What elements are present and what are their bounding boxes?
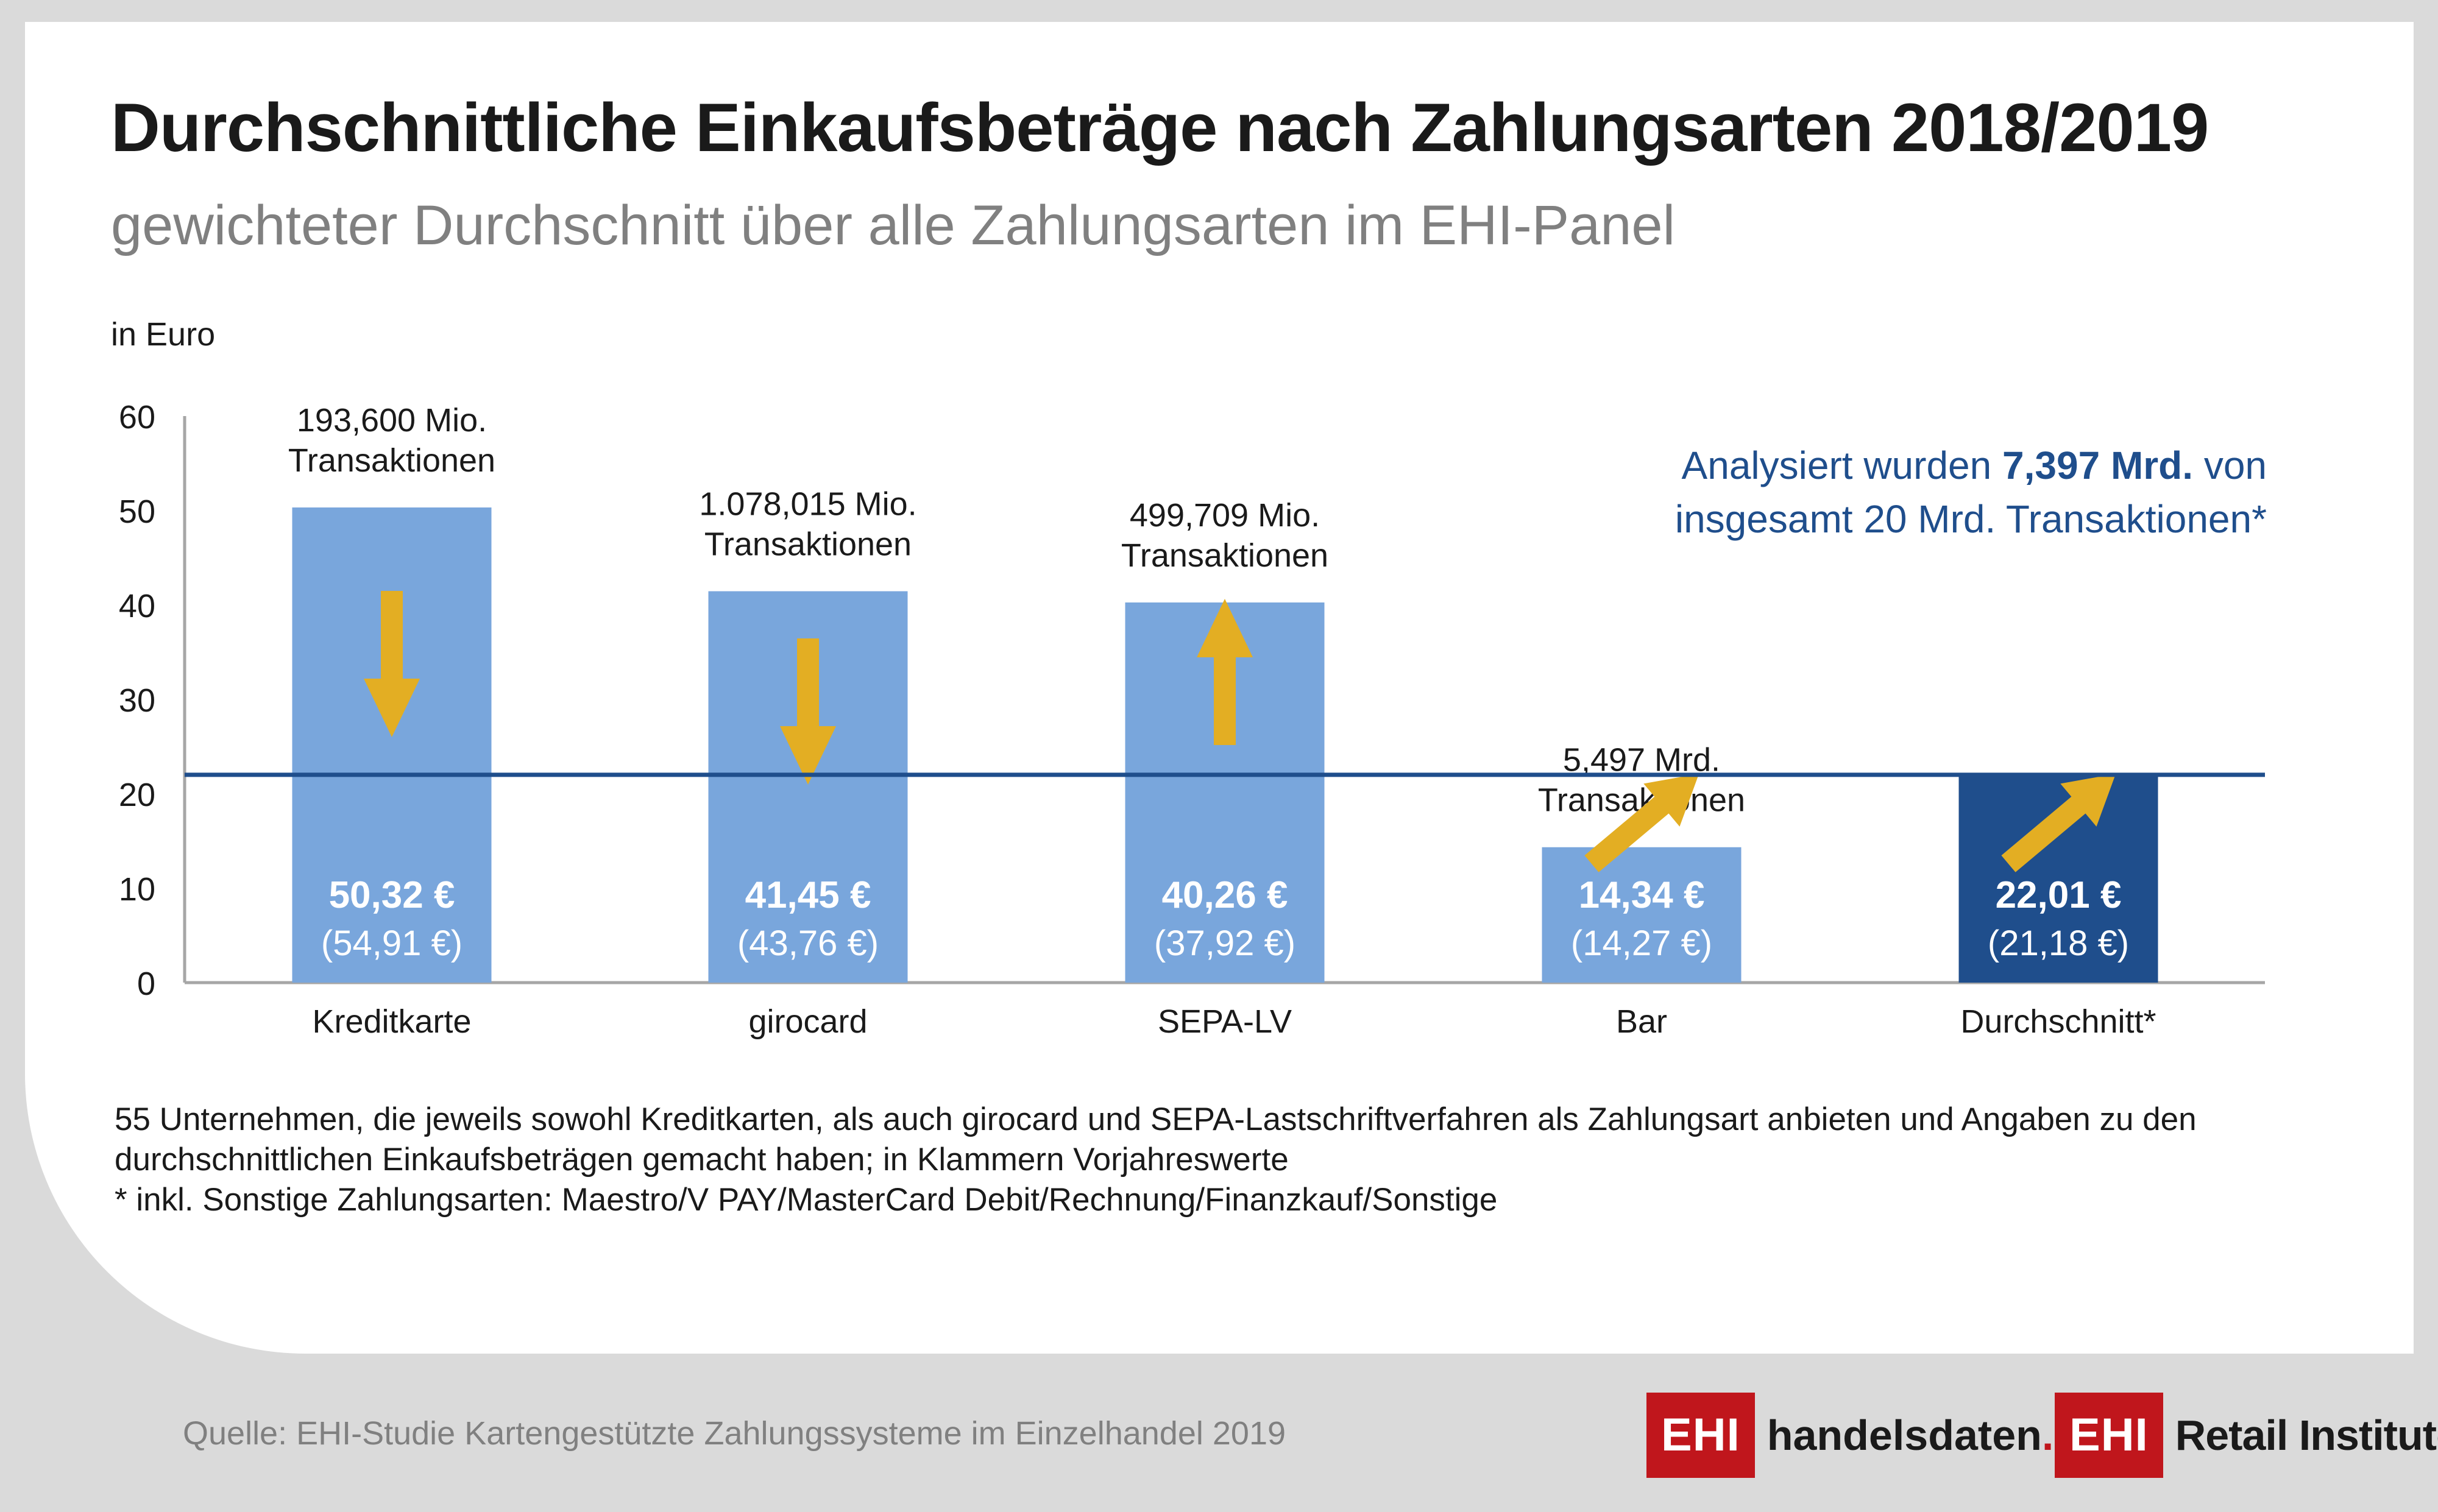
bar-previous-year-label: (37,92 €) <box>1154 924 1295 963</box>
transaction-count-label: 499,709 Mio. <box>1130 497 1320 534</box>
x-category-label: Kreditkarte <box>312 1003 471 1040</box>
ehi-logo-box: EHI <box>1646 1393 1755 1478</box>
x-category-label: girocard <box>748 1003 867 1040</box>
footnote-line: durchschnittlichen Einkaufsbeträgen gema… <box>115 1142 1289 1178</box>
logo-text-part: handelsdaten <box>1766 1411 2042 1459</box>
arrow-shape <box>1197 599 1253 745</box>
bar-value-label: 50,32 € <box>329 874 455 916</box>
footnote-line: * inkl. Sonstige Zahlungsarten: Maestro/… <box>115 1182 1498 1218</box>
logo-text-dot: . <box>2041 1411 2054 1459</box>
bar-value-label: 22,01 € <box>1996 874 2122 916</box>
bar <box>292 507 492 983</box>
ehi-logo-box: EHI <box>2055 1393 2163 1478</box>
ehi-retail-institute-logo: EHI Retail Institute® <box>2055 1393 2438 1478</box>
arrow-shape <box>364 591 420 737</box>
y-axis-unit-label: in Euro <box>111 316 216 353</box>
arrow-shape <box>2001 774 2116 872</box>
handelsdaten-logo-text: handelsdaten.de <box>1767 1411 2103 1460</box>
arrow-up-right-icon <box>1584 774 1699 872</box>
source-note: Quelle: EHI-Studie Kartengestützte Zahlu… <box>183 1415 1286 1452</box>
transaction-count-label: 193,600 Mio. <box>297 402 487 439</box>
arrow-down-icon <box>364 591 420 737</box>
logo-text-part: Retail Institute <box>2175 1411 2438 1459</box>
analysis-note-highlight: 7,397 Mrd. <box>2002 443 2194 487</box>
chart-title: Durchschnittliche Einkaufsbeträge nach Z… <box>111 90 2209 166</box>
y-tick-label: 30 <box>119 682 155 719</box>
ehi-handelsdaten-logo: EHI handelsdaten.de <box>1646 1393 2103 1478</box>
arrow-shape <box>780 638 836 785</box>
y-tick-label: 10 <box>119 871 155 908</box>
footnotes: 55 Unternehmen, die jeweils sowohl Kredi… <box>115 1100 2369 1220</box>
arrow-shape <box>1584 774 1699 872</box>
bar-previous-year-label: (54,91 €) <box>321 924 462 963</box>
retail-institute-logo-text: Retail Institute® <box>2175 1411 2438 1460</box>
bar-previous-year-label: (43,76 €) <box>737 924 879 963</box>
arrow-down-icon <box>780 638 836 785</box>
transaction-count-label: 5,497 Mrd. <box>1563 742 1720 779</box>
arrow-up-right-icon <box>2001 774 2116 872</box>
bar-previous-year-label: (14,27 €) <box>1571 924 1712 963</box>
chart-subtitle: gewichteter Durchschnitt über alle Zahlu… <box>111 194 1676 256</box>
x-category-label: SEPA-LV <box>1158 1003 1292 1040</box>
bar-previous-year-label: (21,18 €) <box>1988 924 2129 963</box>
footnote-line: 55 Unternehmen, die jeweils sowohl Kredi… <box>115 1101 2197 1137</box>
analysis-note-pre: Analysiert wurden <box>1681 443 2002 487</box>
transaction-count-label: Transaktionen <box>704 526 912 563</box>
y-tick-label: 40 <box>119 588 155 624</box>
analysis-note: Analysiert wurden 7,397 Mrd. von insgesa… <box>1341 439 2267 546</box>
y-tick-label: 50 <box>119 493 155 530</box>
y-tick-label: 0 <box>137 966 155 1002</box>
bar-value-label: 40,26 € <box>1162 874 1288 916</box>
transaction-count-label: Transaktionen <box>1121 537 1328 574</box>
x-category-label: Bar <box>1616 1003 1667 1040</box>
bar <box>1542 847 1742 983</box>
y-tick-label: 20 <box>119 777 155 813</box>
arrow-up-icon <box>1197 599 1253 745</box>
analysis-note-line2: insgesamt 20 Mrd. Transaktionen* <box>1674 497 2267 541</box>
x-category-label: Durchschnitt* <box>1960 1003 2156 1040</box>
bar-value-label: 41,45 € <box>745 874 871 916</box>
transaction-count-label: Transaktionen <box>288 442 495 479</box>
transaction-count-label: 1.078,015 Mio. <box>699 486 916 523</box>
y-tick-label: 60 <box>119 399 155 436</box>
analysis-note-post: von <box>2193 443 2267 487</box>
bar-value-label: 14,34 € <box>1579 874 1705 916</box>
